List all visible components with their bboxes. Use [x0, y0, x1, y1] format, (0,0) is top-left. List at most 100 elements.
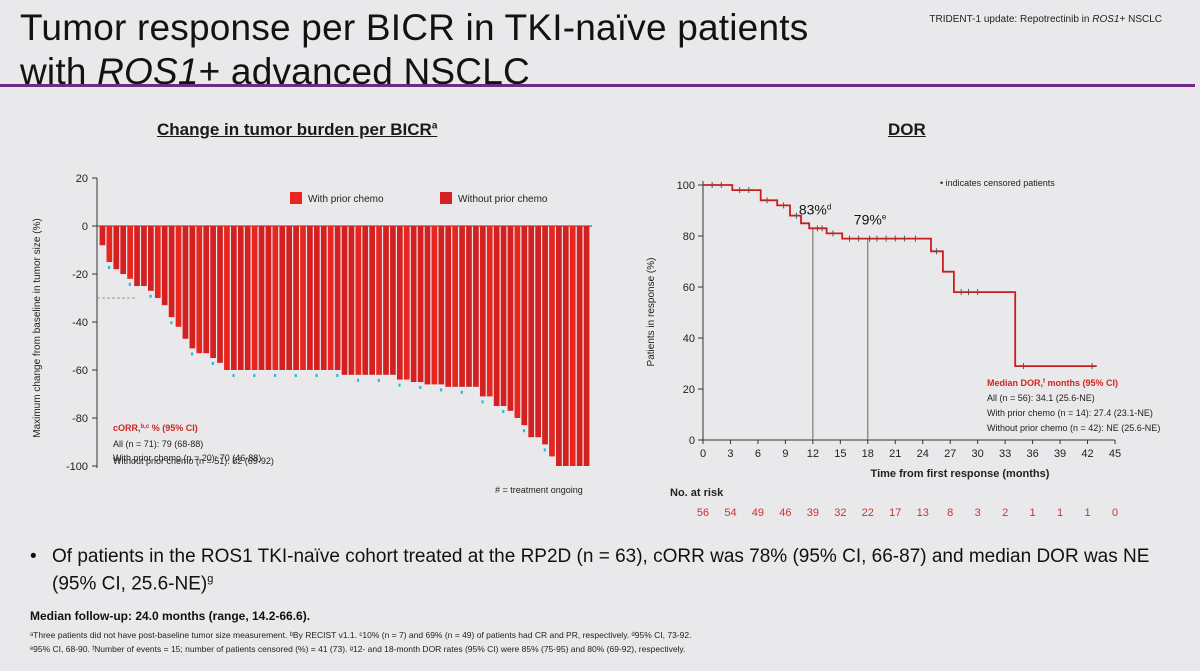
- corr-with-prior-chemo: With prior chemo (n = 20): 70 (46-88): [113, 453, 261, 463]
- at-risk-count: 39: [807, 507, 819, 519]
- waterfall-bar: [244, 226, 251, 370]
- treatment-ongoing-marker: [107, 266, 111, 269]
- waterfall-bar: [486, 226, 493, 397]
- waterfall-bar: [286, 226, 293, 370]
- corr-without-prior-chemo: Without prior chemo (n = 51): 82 (69-92): [113, 456, 274, 466]
- waterfall-bar: [293, 226, 299, 370]
- at-risk-count: 56: [697, 507, 709, 519]
- study-label: TRIDENT-1 update: Repotrectinib in ROS1+…: [929, 14, 1162, 25]
- dor-y-tick-label: 60: [683, 282, 695, 294]
- footnote-line-1: ᵃThree patients did not have post-baseli…: [30, 630, 692, 640]
- summary-bullet: • Of patients in the ROS1 TKI-naïve coho…: [30, 545, 1180, 595]
- dor-x-tick-label: 9: [782, 448, 788, 460]
- treatment-ongoing-marker: [294, 374, 297, 377]
- waterfall-bar: [535, 226, 541, 438]
- corr-title: cORR,b,c % (95% CI): [113, 423, 198, 433]
- waterfall-bar: [189, 226, 196, 349]
- waterfall-bar: [106, 226, 113, 262]
- waterfall-bar: [479, 226, 486, 397]
- waterfall-bar: [514, 226, 521, 418]
- title-line-1: Tumor response per BICR in TKI-naïve pat…: [20, 7, 809, 48]
- legend-swatch-with-prior-chemo: [290, 192, 302, 204]
- waterfall-bar: [154, 226, 161, 298]
- waterfall-bar: [417, 226, 424, 382]
- waterfall-bar: [348, 226, 355, 375]
- waterfall-bar: [556, 226, 562, 466]
- title-divider: [0, 84, 1195, 87]
- waterfall-y-tick-label: -20: [72, 269, 88, 281]
- waterfall-markers: [107, 266, 546, 452]
- dor-landmark-label: 79%e: [854, 212, 887, 228]
- at-risk-count: 0: [1112, 507, 1118, 519]
- treatment-ongoing-marker: [502, 410, 505, 413]
- waterfall-bar: [576, 226, 583, 466]
- treatment-ongoing-marker: [543, 448, 546, 452]
- waterfall-bar: [369, 226, 376, 375]
- waterfall-bar: [175, 226, 182, 327]
- waterfall-bar: [99, 226, 106, 246]
- median-follow-up: Median follow-up: 24.0 months (range, 14…: [30, 609, 311, 623]
- waterfall-bar: [141, 226, 147, 286]
- waterfall-bar: [341, 226, 348, 375]
- treatment-ongoing-marker: [439, 388, 443, 392]
- treatment-ongoing-marker: [315, 374, 318, 377]
- dor-landmark-label: 83%d: [799, 201, 831, 217]
- dor-x-axis-label: Time from first response (months): [871, 468, 1050, 480]
- dor-censor-marks: [711, 182, 1093, 370]
- dor-x-tick-label: 12: [807, 448, 819, 460]
- waterfall-bar: [549, 226, 555, 457]
- waterfall-bar: [562, 226, 569, 466]
- waterfall-bar: [362, 226, 369, 375]
- waterfall-bar: [376, 226, 382, 375]
- dor-x-tick-label: 27: [944, 448, 956, 460]
- at-risk-count: 13: [917, 507, 929, 519]
- footnotes: ᵃThree patients did not have post-baseli…: [30, 628, 1180, 656]
- at-risk-count: 32: [834, 507, 846, 519]
- treatment-ongoing-marker: [128, 282, 131, 286]
- dor-x-tick-label: 42: [1081, 448, 1093, 460]
- treatment-ongoing-marker: [253, 374, 256, 377]
- waterfall-bar: [265, 226, 272, 370]
- waterfall-bar: [493, 226, 500, 406]
- at-risk-count: 1: [1084, 507, 1090, 519]
- waterfall-bar: [161, 226, 168, 306]
- dor-y-tick-label: 20: [683, 384, 695, 396]
- dor-x-tick-label: 3: [727, 448, 733, 460]
- dor-x-tick-label: 39: [1054, 448, 1066, 460]
- at-risk-count: 54: [724, 507, 736, 519]
- waterfall-y-tick-label: -40: [72, 317, 88, 329]
- legend-swatch-without-prior-chemo: [440, 192, 452, 204]
- waterfall-y-tick-label: 20: [76, 173, 88, 185]
- waterfall-y-tick-label: -80: [72, 413, 88, 425]
- waterfall-y-axis-label: Maximum change from baseline in tumor si…: [32, 218, 43, 438]
- dor-x-tick-label: 6: [755, 448, 761, 460]
- dor-y-tick-label: 100: [677, 180, 695, 192]
- waterfall-bar: [452, 226, 459, 387]
- treatment-ongoing-marker: [398, 383, 401, 387]
- dor-x-tick-label: 45: [1109, 448, 1121, 460]
- title-line-2: with ROS1+ advanced NSCLC: [20, 51, 530, 92]
- treatment-ongoing-marker: [377, 378, 380, 382]
- waterfall-bar: [542, 226, 548, 445]
- corr-all: All (n = 71): 79 (68-88): [113, 439, 203, 449]
- waterfall-bar: [459, 226, 465, 387]
- treatment-ongoing-marker: [356, 378, 360, 382]
- legend-label-with-prior-chemo: With prior chemo: [308, 194, 384, 205]
- at-risk-count: 49: [752, 507, 764, 519]
- at-risk-count: 22: [862, 507, 874, 519]
- treatment-ongoing-marker: [211, 362, 214, 365]
- dor-x-tick-label: 30: [972, 448, 984, 460]
- waterfall-bar: [120, 226, 127, 274]
- waterfall-bar: [355, 226, 362, 375]
- at-risk-count: 3: [975, 507, 981, 519]
- treatment-ongoing-marker: [149, 294, 152, 298]
- waterfall-bar: [383, 226, 389, 375]
- waterfall-y-tick-label: -100: [66, 461, 88, 470]
- dor-y-tick-label: 80: [683, 231, 695, 243]
- treatment-ongoing-marker: [232, 374, 235, 377]
- waterfall-bar: [583, 226, 590, 466]
- waterfall-y-tick-label: 0: [82, 221, 88, 233]
- waterfall-bar: [473, 226, 479, 387]
- waterfall-bar: [396, 226, 403, 380]
